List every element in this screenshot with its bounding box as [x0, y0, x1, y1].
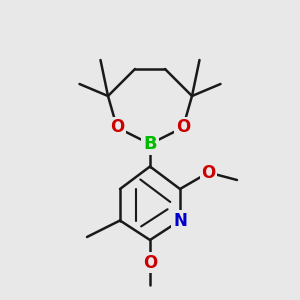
Text: O: O [176, 118, 190, 136]
Text: O: O [110, 118, 124, 136]
Text: O: O [201, 164, 216, 181]
Text: B: B [143, 135, 157, 153]
Text: O: O [143, 254, 157, 272]
Text: N: N [173, 212, 187, 230]
